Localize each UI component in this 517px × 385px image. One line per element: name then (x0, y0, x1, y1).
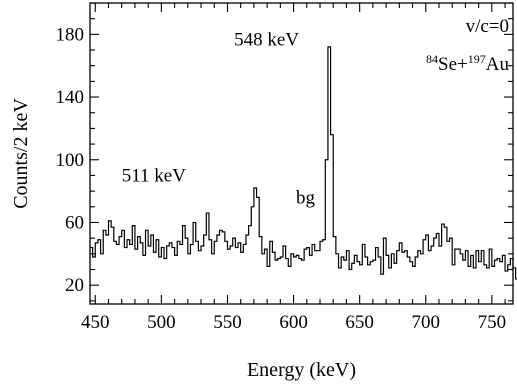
se-mass-number: 84 (426, 52, 438, 66)
y-tick-label: 20 (65, 275, 84, 296)
spectrum-series-line (90, 46, 517, 280)
peak-label-511-kev: 511 keV (122, 166, 186, 187)
reaction-label: 84Se+197Au (426, 52, 509, 75)
background-label: bg (296, 188, 316, 209)
y-tick-label: 100 (56, 150, 85, 171)
y-tick-label: 60 (65, 212, 84, 233)
y-tick-label: 140 (56, 87, 85, 108)
x-tick-label: 650 (345, 312, 374, 333)
au-mass-number: 197 (468, 52, 486, 66)
plot-frame (89, 2, 514, 305)
velocity-label: v/c=0 (466, 16, 509, 37)
x-tick-label: 600 (279, 312, 308, 333)
plus-sign: + (457, 54, 468, 75)
x-tick-label: 550 (213, 312, 242, 333)
y-axis-label: Counts/2 keV (10, 98, 32, 209)
x-tick-label: 750 (478, 312, 507, 333)
se-symbol: Se (438, 54, 457, 75)
y-tick-label: 180 (56, 24, 85, 45)
x-tick-label: 500 (147, 312, 176, 333)
au-symbol: Au (486, 54, 510, 75)
x-axis-label: Energy (keV) (247, 359, 356, 381)
tick-labels: 450 500 550 600 650 700 750 20 60 100 140 180 (56, 24, 507, 333)
x-tick-label: 450 (81, 312, 110, 333)
x-tick-label: 700 (412, 312, 441, 333)
peak-label-548-kev: 548 keV (234, 29, 299, 50)
